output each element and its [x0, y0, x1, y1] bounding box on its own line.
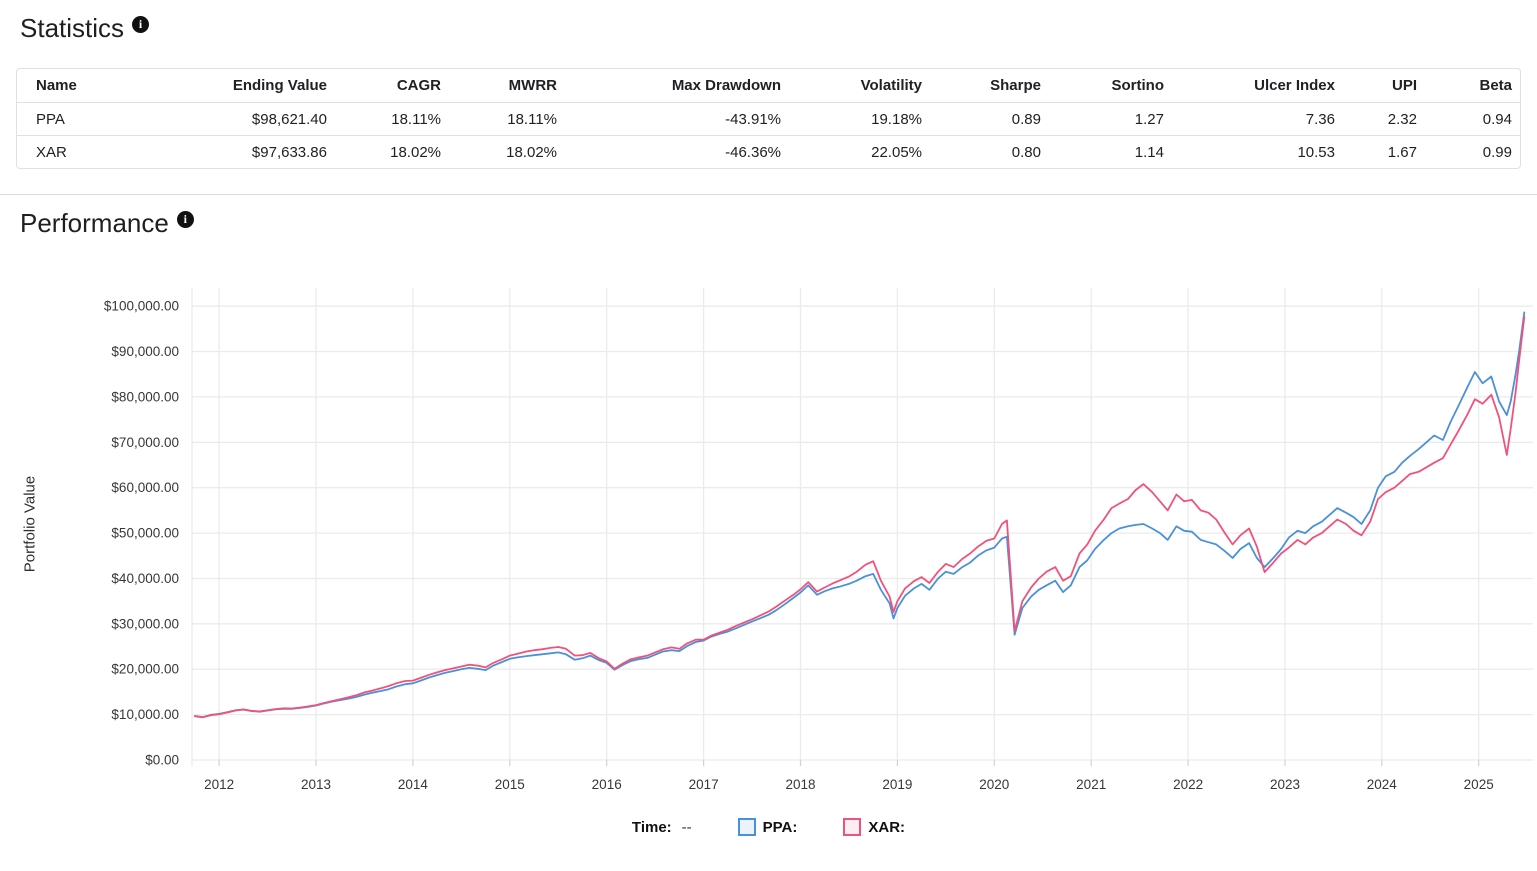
legend-label-xar: XAR:: [868, 818, 906, 836]
table-cell: 2.32: [1343, 103, 1425, 136]
table-cell: 18.11%: [335, 103, 449, 136]
legend-time-value: --: [681, 818, 692, 836]
table-cell: $98,621.40: [220, 103, 335, 136]
legend-items: PPA: XAR:: [692, 818, 905, 836]
x-axis-tick-label: 2024: [1367, 777, 1398, 792]
x-axis-tick-label: 2017: [689, 777, 719, 792]
x-axis-tick-label: 2025: [1464, 777, 1494, 792]
column-header: Beta: [1425, 69, 1520, 103]
ppa-line: [194, 311, 1526, 719]
table-cell: 1.27: [1049, 103, 1172, 136]
legend-swatch-ppa: [737, 818, 756, 836]
x-axis-tick-label: 2020: [979, 777, 1009, 792]
legend-item-xar[interactable]: XAR:: [843, 818, 905, 836]
column-header: Max Drawdown: [565, 69, 789, 103]
x-axis-tick-label: 2014: [398, 777, 429, 792]
table-cell: 10.53: [1297, 143, 1335, 161]
y-axis-title: Portfolio Value: [21, 475, 39, 573]
table-cell: 18.02%: [506, 143, 557, 161]
chart-legend: Time: -- PPA: XAR:: [16, 818, 1521, 836]
table-cell: XAR: [36, 143, 67, 161]
y-axis-tick-label: $0.00: [145, 753, 179, 768]
performance-chart: Portfolio Value $0.00 $10,000.00 $20,000.0…: [16, 277, 1533, 836]
table-cell: -46.36%: [725, 143, 781, 161]
section-divider: [0, 194, 1537, 195]
performance-title-text: Performance: [20, 208, 169, 238]
statistics-section: Statistics i Name Ending Value CAGR MWRR Max…: [16, 0, 1521, 169]
y-axis-tick-label: $20,000.00: [111, 662, 179, 677]
plot-area[interactable]: [192, 288, 1533, 760]
table-cell: 22.05%: [871, 143, 922, 161]
column-header: Name: [17, 69, 220, 103]
y-axis-tick-label: $80,000.00: [111, 389, 179, 404]
table-cell: 0.89: [930, 103, 1049, 136]
x-axis-tick-label: 2018: [785, 777, 815, 792]
page: Statistics i Name Ending Value CAGR MWRR Max…: [0, 0, 1537, 836]
info-icon[interactable]: i: [132, 15, 150, 33]
statistics-title: Statistics i: [16, 0, 1521, 44]
table-cell: -43.91%: [565, 103, 789, 136]
y-axis-tick-label: $100,000.00: [104, 299, 179, 314]
y-axis-tick-label: $30,000.00: [111, 616, 179, 631]
column-header: Volatility: [789, 69, 930, 103]
info-icon[interactable]: i: [176, 210, 194, 228]
y-axis-tick-label: $10,000.00: [111, 707, 179, 722]
y-axis-tick-label: $70,000.00: [111, 435, 179, 450]
x-axis-tick-label: 2015: [495, 777, 525, 792]
table-cell: PPA: [17, 103, 220, 136]
column-header: CAGR: [335, 69, 449, 103]
x-axis-tick-label: 2019: [882, 777, 912, 792]
x-axis-tick-label: 2016: [592, 777, 622, 792]
table-cell: 0.99: [1482, 143, 1512, 161]
xar-line: [194, 316, 1526, 719]
column-header: Sortino: [1049, 69, 1172, 103]
y-axis-tick-label: $60,000.00: [111, 480, 179, 495]
table-row: PPA $98,621.40 18.11% 18.11% -43.91% 19.18% 0.…: [17, 103, 1520, 136]
table-row: XAR $97,633.86 18.02% 18.02% -46.36% 22.05% 0.…: [17, 136, 1520, 168]
table-cell: 1.14: [1134, 143, 1164, 161]
table-cell: 1.67: [1387, 143, 1417, 161]
x-axis-tick-label: 2022: [1173, 777, 1203, 792]
table-cell: 19.18%: [789, 103, 930, 136]
performance-section: Performance i Portfolio Value $0.00 $10,0…: [16, 195, 1533, 836]
x-axis-tick-label: 2023: [1270, 777, 1300, 792]
y-axis-tick-label: $40,000.00: [111, 571, 179, 586]
table-cell: $97,633.86: [251, 143, 327, 161]
legend-swatch-xar: [843, 818, 862, 836]
legend-label-ppa: PPA:: [762, 818, 798, 836]
legend-item-ppa[interactable]: PPA:: [737, 818, 798, 836]
y-axis-tick-label: $90,000.00: [111, 344, 179, 359]
table-cell: 0.80: [1011, 143, 1041, 161]
table-body: PPA $98,621.40 18.11% 18.11% -43.91% 19.18% 0.…: [17, 103, 1520, 168]
performance-title: Performance i: [16, 195, 1521, 239]
x-axis-tick-label: 2013: [301, 777, 331, 792]
performance-chart-svg[interactable]: $0.00 $10,000.00 $20,000.00 $30,000.00 $40,0…: [72, 277, 1537, 802]
table-cell: 7.36: [1172, 103, 1343, 136]
table-cell: 18.11%: [449, 103, 565, 136]
table-cell: 0.94: [1425, 103, 1520, 136]
y-axis-tick-label: $50,000.00: [111, 526, 179, 541]
column-header: UPI: [1343, 69, 1425, 103]
legend-time-label: Time:: [631, 818, 672, 836]
table-header-row: Name Ending Value CAGR MWRR Max Drawdown Vola…: [17, 69, 1520, 103]
statistics-title-text: Statistics: [20, 13, 125, 43]
statistics-table: Name Ending Value CAGR MWRR Max Drawdown Vola…: [16, 68, 1521, 169]
table-cell: 18.02%: [390, 143, 441, 161]
x-axis-tick-label: 2021: [1076, 777, 1106, 792]
x-axis-tick-label: 2012: [204, 777, 234, 792]
column-header: Ulcer Index: [1172, 69, 1343, 103]
column-header: MWRR: [449, 69, 565, 103]
column-header: Sharpe: [930, 69, 1049, 103]
column-header: Ending Value: [220, 69, 335, 103]
